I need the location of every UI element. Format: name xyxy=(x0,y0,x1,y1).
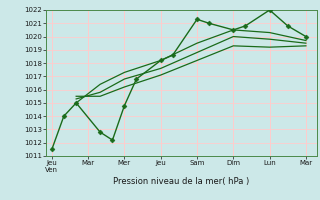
X-axis label: Pression niveau de la mer( hPa ): Pression niveau de la mer( hPa ) xyxy=(114,177,250,186)
